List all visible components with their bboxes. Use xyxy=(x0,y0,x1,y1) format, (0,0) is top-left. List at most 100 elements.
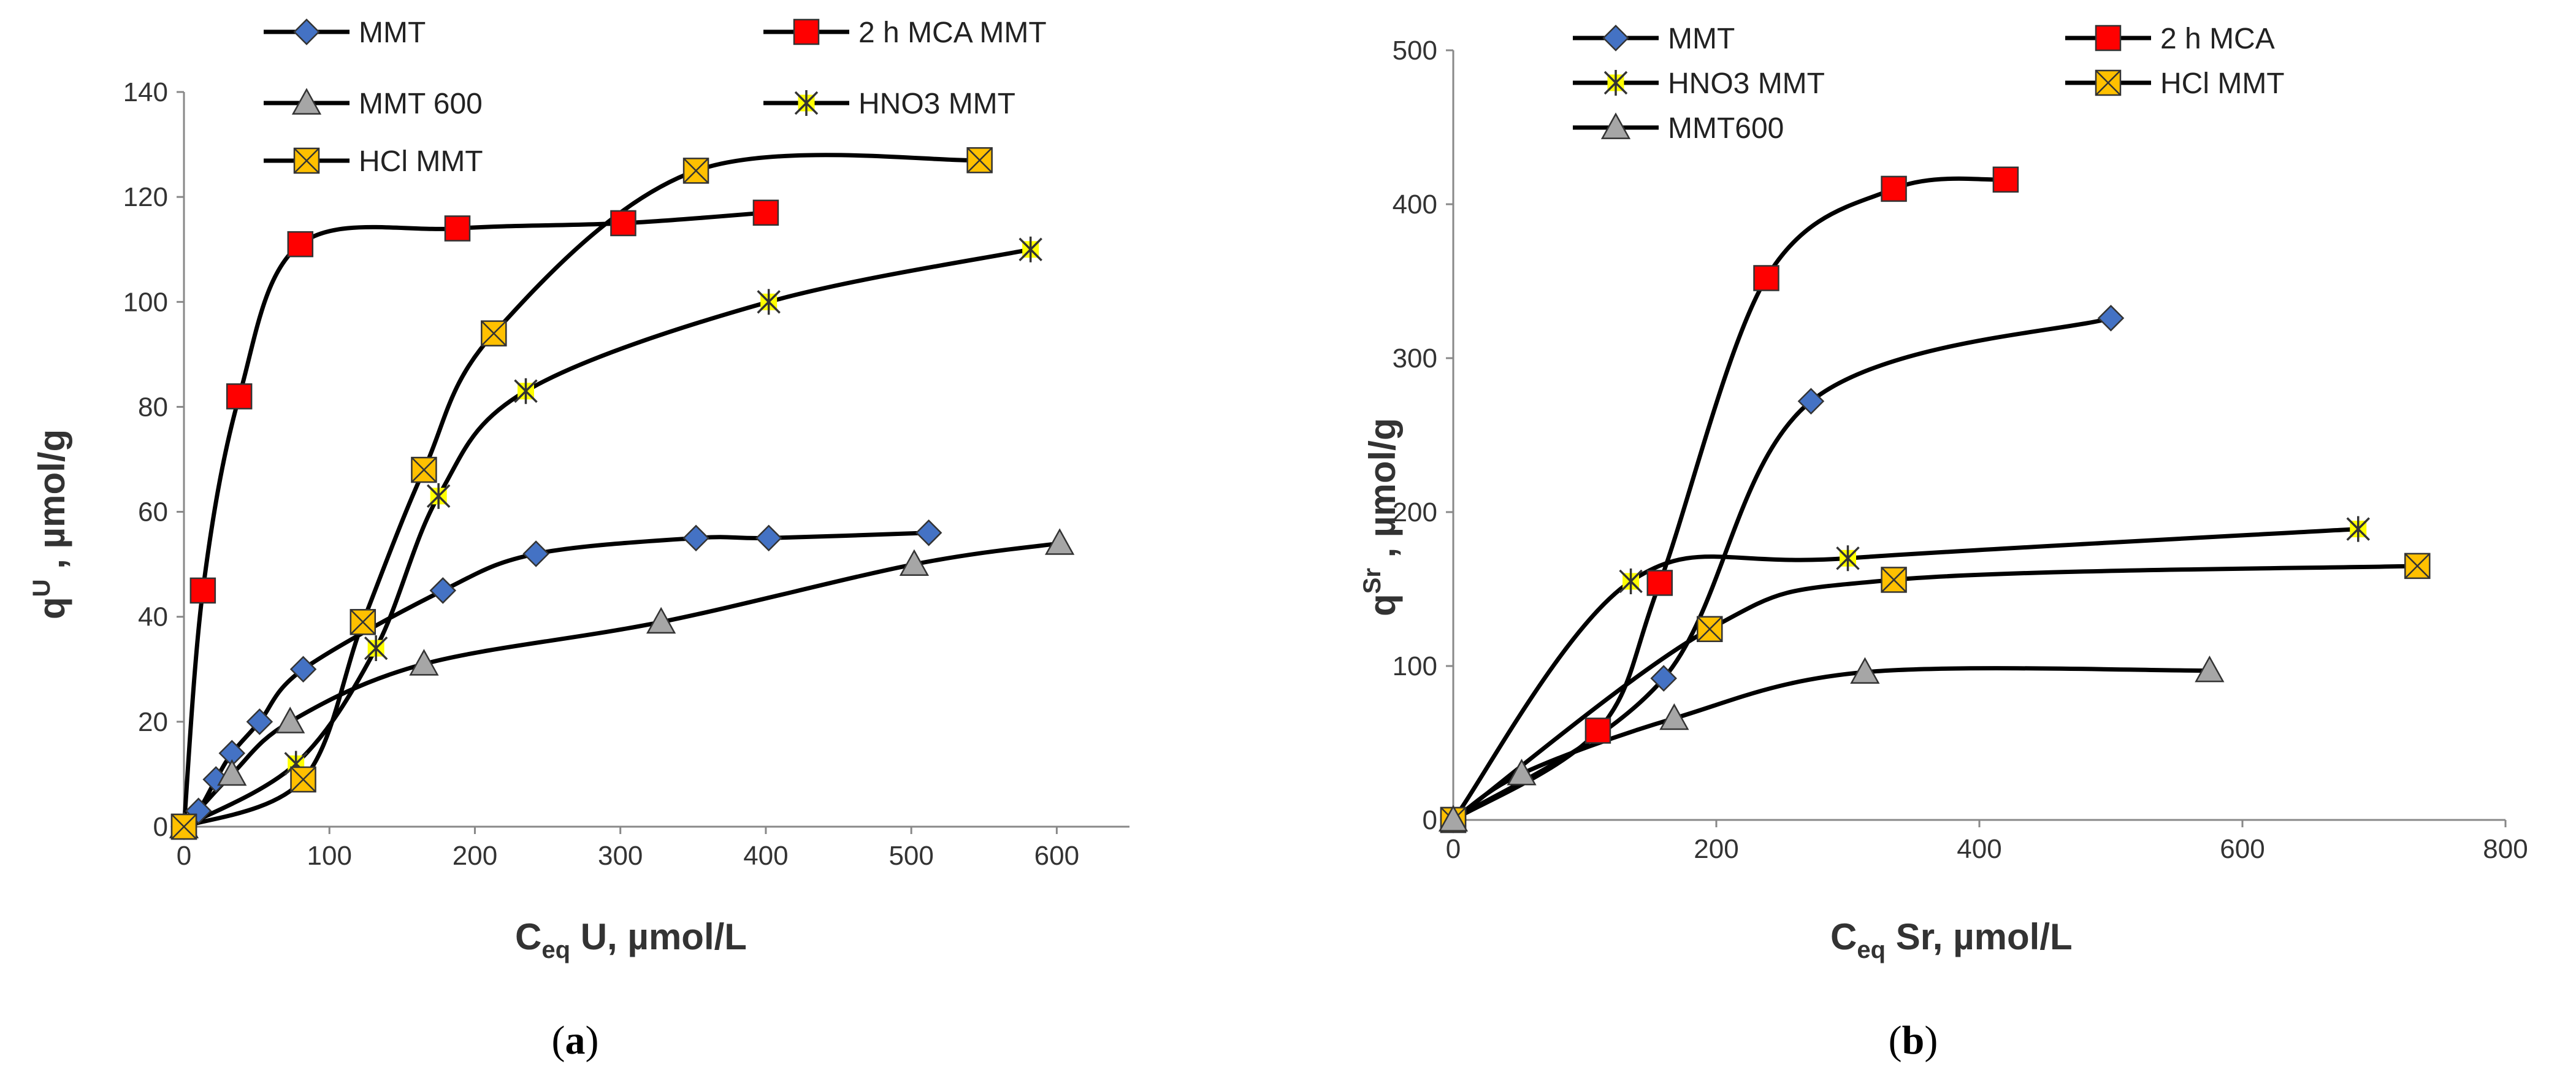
a-point-hcl-mmt-2 xyxy=(350,609,376,635)
b-series-line-hcl-mmt xyxy=(1451,564,2420,822)
a-point-mmt-6 xyxy=(429,577,457,604)
legend-a: MMT 2 h MCA MMT MMT 600 HNO3 MMT HCl MMT xyxy=(264,17,1047,178)
a-point-mmt-9 xyxy=(755,524,782,552)
tick-marks-a: 0 100 200 300 400 500 600 0 20 40 60 80 100 120 140 xyxy=(123,77,1080,871)
a-y-tick-label-0: 0 xyxy=(153,812,168,842)
b-legend-marker-hno3-mmt xyxy=(1603,70,1628,96)
a-x-tick-label-300: 300 xyxy=(598,841,643,871)
a-legend-marker-hcl-mmt xyxy=(293,147,320,174)
b-point-2-h-mca-5 xyxy=(1992,166,2019,193)
b-point-mmt600-2 xyxy=(1659,703,1689,730)
b-y-tick-label-300: 300 xyxy=(1393,343,1437,373)
a-point-2-h-mca-mmt-2 xyxy=(226,383,253,410)
b-point-mmt-3 xyxy=(2097,304,2125,332)
b-legend-label-hno3-mmt: HNO3 MMT xyxy=(1668,67,1825,100)
a-series-line-hcl-mmt xyxy=(182,153,982,829)
b-y-tick-label-400: 400 xyxy=(1393,189,1437,220)
b-point-hno3-mmt-1 xyxy=(1619,568,1643,594)
a-point-hno3-mmt-5 xyxy=(757,289,781,315)
b-series-line-mmt xyxy=(1451,316,2113,822)
a-point-hno3-mmt-3 xyxy=(426,483,451,509)
b-point-2-h-mca-4 xyxy=(1881,175,1907,202)
b-point-hno3-mmt-3 xyxy=(2346,516,2370,542)
a-point-2-h-mca-mmt-1 xyxy=(189,577,216,604)
b-point-2-h-mca-1 xyxy=(1584,718,1611,744)
a-legend-marker-mmt-600 xyxy=(291,88,322,115)
b-legend-marker-mmt xyxy=(1602,25,1629,52)
b-point-hcl-mmt-3 xyxy=(2404,553,2431,580)
b-series-line-mmt600 xyxy=(1451,666,2212,822)
legend-b: MMT 2 h MCA HNO3 MMT HCl MMT MMT600 xyxy=(1573,23,2285,145)
a-point-mmt-8 xyxy=(682,524,709,552)
chart-panel-b: 0 200 400 600 800 0 100 200 300 400 500 MMT 2 h MCA… xyxy=(1359,23,2528,1063)
y-axis-title-b: qSr , µmol/g xyxy=(1359,418,1403,616)
a-point-mmt-600-2 xyxy=(275,706,305,733)
b-y-tick-label-100: 100 xyxy=(1393,651,1437,681)
x-axis-title-a: Ceq U, µmol/L xyxy=(515,916,747,963)
a-y-tick-label-140: 140 xyxy=(123,77,168,107)
b-y-tick-label-0: 0 xyxy=(1423,805,1437,835)
caption-a: (a) xyxy=(552,1018,599,1063)
b-legend-marker-2-h-mca xyxy=(2095,25,2122,52)
a-y-tick-label-120: 120 xyxy=(123,182,168,212)
a-point-hcl-mmt-5 xyxy=(682,158,709,184)
b-point-hcl-mmt-1 xyxy=(1697,616,1723,643)
a-legend-label-hcl-mmt: HCl MMT xyxy=(359,145,483,178)
b-legend-label-mmt: MMT xyxy=(1668,23,1735,55)
b-x-tick-label-200: 200 xyxy=(1694,834,1738,864)
a-y-tick-label-100: 100 xyxy=(123,287,168,317)
tick-marks-b: 0 200 400 600 800 0 100 200 300 400 500 xyxy=(1393,36,2528,864)
series-b xyxy=(1438,166,2431,833)
b-legend-label-2-h-mca: 2 h MCA xyxy=(2160,23,2275,55)
a-point-mmt-600-3 xyxy=(409,649,439,676)
a-legend-label-2-h-mca-mmt: 2 h MCA MMT xyxy=(858,17,1047,49)
a-point-hcl-mmt-6 xyxy=(966,147,993,174)
b-x-tick-label-600: 600 xyxy=(2220,834,2265,864)
a-point-2-h-mca-mmt-6 xyxy=(752,199,779,226)
a-point-2-h-mca-mmt-5 xyxy=(610,210,636,237)
a-point-hno3-mmt-4 xyxy=(514,378,538,404)
a-x-tick-label-500: 500 xyxy=(889,841,933,871)
b-x-tick-label-0: 0 xyxy=(1446,834,1461,864)
a-point-mmt-600-1 xyxy=(217,759,247,786)
b-series-line-2-h-mca xyxy=(1451,176,2008,822)
b-legend-marker-mmt600 xyxy=(1600,112,1631,139)
a-legend-marker-2-h-mca-mmt xyxy=(793,18,820,45)
a-y-tick-label-40: 40 xyxy=(138,602,168,632)
a-x-tick-label-600: 600 xyxy=(1034,841,1079,871)
a-point-mmt-600-4 xyxy=(646,607,676,634)
a-point-mmt-7 xyxy=(522,540,549,567)
b-y-tick-label-500: 500 xyxy=(1393,36,1437,66)
b-point-mmt-1 xyxy=(1650,665,1677,692)
a-y-tick-label-80: 80 xyxy=(138,392,168,422)
a-point-mmt-4 xyxy=(246,708,273,735)
b-point-2-h-mca-3 xyxy=(1753,265,1779,291)
b-point-hno3-mmt-2 xyxy=(1836,545,1860,572)
b-legend-label-mmt600: MMT600 xyxy=(1668,112,1784,145)
a-point-hcl-mmt-0 xyxy=(170,813,197,840)
a-point-hcl-mmt-3 xyxy=(411,456,437,483)
a-x-tick-label-0: 0 xyxy=(177,841,191,871)
x-axis-title-b: Ceq Sr, µmol/L xyxy=(1830,916,2073,963)
a-y-tick-label-20: 20 xyxy=(138,707,168,737)
a-point-mmt-10 xyxy=(915,519,942,546)
b-legend-label-hcl-mmt: HCl MMT xyxy=(2160,67,2285,100)
b-point-mmt-2 xyxy=(1797,388,1825,415)
b-point-mmt600-1 xyxy=(1507,759,1537,786)
y-axis-title-a: qU , µmol/g xyxy=(28,429,72,619)
a-point-hno3-mmt-6 xyxy=(1019,236,1042,262)
a-legend-label-mmt: MMT xyxy=(359,17,426,49)
a-x-tick-label-400: 400 xyxy=(743,841,788,871)
chart-panel-a: 0 100 200 300 400 500 600 0 20 40 60 80 100 120 140 MM… xyxy=(28,17,1129,1063)
a-point-mmt-600-5 xyxy=(899,549,930,576)
b-point-mmt600-0 xyxy=(1438,805,1469,832)
a-point-mmt-600-6 xyxy=(1045,528,1075,555)
caption-b: (b) xyxy=(1889,1018,1938,1063)
b-point-mmt600-3 xyxy=(1850,657,1880,684)
a-x-tick-label-100: 100 xyxy=(307,841,352,871)
b-series-line-hno3-mmt xyxy=(1451,527,2361,822)
b-x-tick-label-800: 800 xyxy=(2483,834,2528,864)
b-x-tick-label-400: 400 xyxy=(1957,834,2001,864)
a-series-line-hno3-mmt xyxy=(182,247,1033,829)
